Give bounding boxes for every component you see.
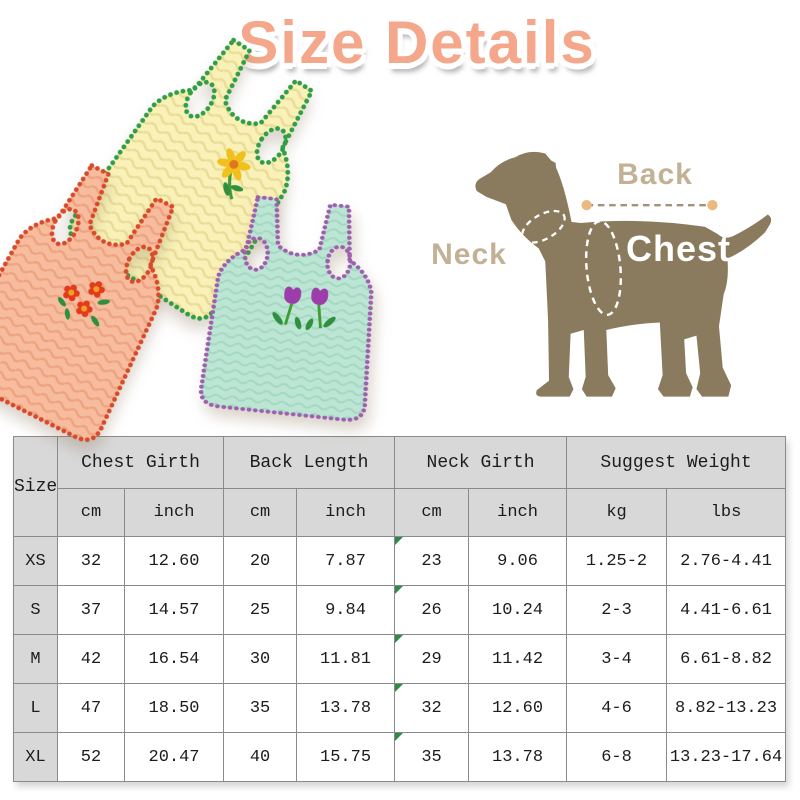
table-cell: 12.60 xyxy=(468,683,568,733)
column-group-back-length: Back Length xyxy=(223,436,396,489)
table-cell: 13.78 xyxy=(468,732,568,782)
chest-label: Chest xyxy=(625,228,732,269)
back-measure-dot xyxy=(707,199,718,211)
size-label: XL xyxy=(13,732,58,782)
column-group-neck-girth: Neck Girth xyxy=(394,436,568,489)
back-measure-dot xyxy=(581,199,592,211)
table-row-xs: XS 32 12.60 20 7.87 23 9.06 1.25-2 2.76-… xyxy=(13,536,787,586)
table-cell: 35 xyxy=(394,732,470,782)
table-cell: 14.57 xyxy=(123,585,225,635)
unit-header: cm xyxy=(57,488,125,537)
table-row-xl: XL 52 20.47 40 15.75 35 13.78 6-8 13.23-… xyxy=(13,732,787,782)
table-cell: 32 xyxy=(394,683,470,733)
size-label: M xyxy=(13,634,58,684)
unit-header: kg xyxy=(566,488,668,537)
table-cell: 20.47 xyxy=(123,732,225,782)
table-row-s: S 37 14.57 25 9.84 26 10.24 2-3 4.41-6.6… xyxy=(13,585,787,635)
size-label: S xyxy=(13,585,58,635)
tulips-embroidery-icon xyxy=(272,286,336,331)
unit-header: inch xyxy=(296,488,396,537)
table-cell: 16.54 xyxy=(123,634,225,684)
size-chart-table: Size Chest Girth Back Length Neck Girth … xyxy=(13,436,787,782)
column-group-chest-girth: Chest Girth xyxy=(56,436,225,489)
table-cell: 20 xyxy=(223,536,298,586)
table-cell: 37 xyxy=(57,585,125,635)
hero-section: Back Neck Chest xyxy=(0,36,772,443)
table-cell: 2-3 xyxy=(566,585,668,635)
table-cell: 23 xyxy=(394,536,470,586)
table-cell: 12.60 xyxy=(123,536,225,586)
unit-header: inch xyxy=(468,488,568,537)
table-cell: 11.81 xyxy=(296,634,396,684)
table-cell: 18.50 xyxy=(123,683,225,733)
table-cell: 13.23-17.64 xyxy=(666,732,787,782)
table-cell: 30 xyxy=(223,634,298,684)
table-cell: 25 xyxy=(223,585,298,635)
unit-header: cm xyxy=(394,488,470,537)
dog-silhouette-icon xyxy=(475,151,772,397)
table-cell: 35 xyxy=(223,683,298,733)
table-cell: 42 xyxy=(57,634,125,684)
peach-vest-photo xyxy=(0,162,177,443)
table-cell: 6.61-8.82 xyxy=(666,634,787,684)
table-cell: 7.87 xyxy=(296,536,396,586)
daisy-embroidery-icon xyxy=(217,148,251,200)
table-cell: 10.24 xyxy=(468,585,568,635)
table-cell: 6-8 xyxy=(566,732,668,782)
dog-measurement-diagram xyxy=(475,151,772,397)
table-cell: 40 xyxy=(223,732,298,782)
table-cell: 32 xyxy=(57,536,125,586)
table-cell: 26 xyxy=(394,585,470,635)
table-row-m: M 42 16.54 30 11.81 29 11.42 3-4 6.61-8.… xyxy=(13,634,787,684)
table-cell: 4-6 xyxy=(566,683,668,733)
corner-header-size: Size xyxy=(13,436,58,537)
table-cell: 29 xyxy=(394,634,470,684)
column-group-suggest-weight: Suggest Weight xyxy=(566,436,787,489)
unit-header: inch xyxy=(123,488,225,537)
unit-header: cm xyxy=(223,488,298,537)
table-row-l: L 47 18.50 35 13.78 32 12.60 4-6 8.82-13… xyxy=(13,683,787,733)
neck-label: Neck xyxy=(431,238,507,271)
table-cell: 8.82-13.23 xyxy=(666,683,787,733)
page-title: Size Details xyxy=(238,9,596,76)
table-cell: 13.78 xyxy=(296,683,396,733)
unit-header: lbs xyxy=(666,488,787,537)
size-label: XS xyxy=(13,536,58,586)
table-cell: 9.06 xyxy=(468,536,568,586)
chest-girth-dashed-line xyxy=(584,220,623,317)
table-cell: 9.84 xyxy=(296,585,396,635)
table-cell: 3-4 xyxy=(566,634,668,684)
table-cell: 4.41-6.61 xyxy=(666,585,787,635)
table-cell: 11.42 xyxy=(468,634,568,684)
table-cell: 47 xyxy=(57,683,125,733)
neck-girth-dashed-line xyxy=(521,209,566,244)
table-cell: 15.75 xyxy=(296,732,396,782)
size-label: L xyxy=(13,683,58,733)
red-flowers-embroidery-icon xyxy=(57,281,110,327)
table-cell: 2.76-4.41 xyxy=(666,536,787,586)
table-cell: 1.25-2 xyxy=(566,536,668,586)
table-cell: 52 xyxy=(57,732,125,782)
back-label: Back xyxy=(617,158,693,191)
mint-vest-photo xyxy=(198,194,374,422)
